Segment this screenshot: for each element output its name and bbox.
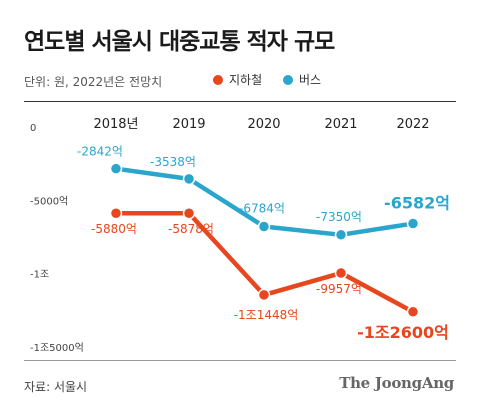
subway-point-0 [109,206,123,220]
top-divider [24,101,456,102]
subway-legend-dot [213,74,223,85]
bus-data-label-0: -2842억 [77,145,123,159]
subway-point-1 [182,206,196,220]
y-tick-label-0: 0 [30,123,36,134]
source-note: 자료: 서울시 [24,380,88,394]
subway-point-3 [334,266,348,280]
subway-point-4 [406,305,420,319]
legend-item-bus: 버스 [283,71,321,88]
bus-data-label-3: -7350억 [316,210,362,224]
bus-data-label-1: -3538억 [150,155,196,169]
unit-note: 단위: 원, 2022년은 전망치 [24,75,163,89]
bus-point-3 [334,228,348,242]
bus-legend-dot [283,74,293,85]
bus-point-4 [406,217,420,230]
x-tick-label-0: 2018년 [93,117,138,132]
subway-data-label-1: -5878억 [168,222,214,236]
x-tick-label-4: 2022 [396,117,429,132]
subway-point-2 [257,288,271,302]
subway-data-label-0: -5880억 [91,222,137,236]
legend-label-subway: 지하철 [229,73,263,87]
bus-point-0 [109,162,123,175]
brand-logo: The JoongAng [339,374,454,392]
y-tick-label-2: -1조 [30,270,49,281]
x-tick-label-2: 2020 [247,117,280,132]
legend-item-subway: 지하철 [213,71,262,88]
subway-data-label-2: -1조1448억 [234,308,299,322]
y-tick-label-3: -1조5000억 [30,342,84,354]
x-tick-label-1: 2019 [172,117,205,132]
bus-point-2 [257,220,271,233]
bus-data-label-4: -6582억 [384,194,450,213]
chart-title: 연도별 서울시 대중교통 적자 규모 [24,29,335,55]
x-tick-label-3: 2021 [324,117,357,132]
subway-data-label-3: -9957억 [316,282,362,296]
bus-data-label-2: -6784억 [239,201,285,215]
bottom-divider [24,360,456,361]
bus-point-1 [182,172,196,186]
subway-data-label-4: -1조2600억 [357,323,449,342]
y-tick-label-1: -5000억 [30,195,68,207]
legend-label-bus: 버스 [299,73,322,87]
